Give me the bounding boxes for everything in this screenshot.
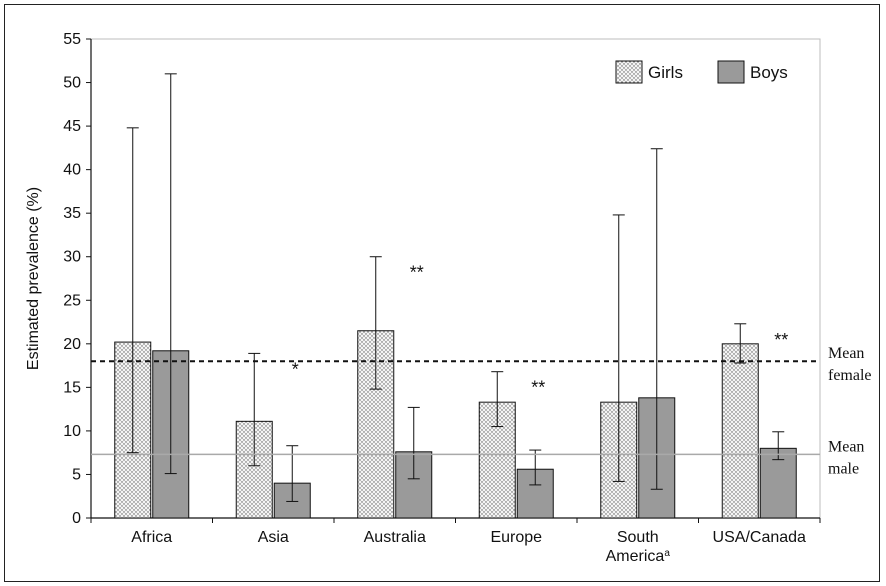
x-category-label: USA/Canada <box>713 529 806 546</box>
y-tick-label: 15 <box>63 379 81 396</box>
y-tick-label: 5 <box>72 466 81 483</box>
y-tick-label: 50 <box>63 75 81 92</box>
x-category-label: Africa <box>131 529 172 546</box>
legend-swatch-boys <box>717 60 745 84</box>
chart-frame: 0 5 10 15 20 25 30 35 40 45 50 55 Estimated prevalen… <box>4 4 880 582</box>
y-tick-label: 0 <box>72 510 81 527</box>
x-category-label: Europe <box>490 529 542 546</box>
significance-marker: ** <box>410 263 424 283</box>
category-footnote-marker: a <box>664 548 670 559</box>
significance-marker: ** <box>774 330 788 350</box>
legend-swatch-girls <box>615 60 643 84</box>
y-tick-label: 20 <box>63 336 81 353</box>
reference-line-label: female <box>828 367 872 384</box>
girls-bar <box>721 343 759 519</box>
legend-label-boys: Boys <box>750 63 788 82</box>
legend-label-girls: Girls <box>648 63 683 82</box>
y-tick-label: 30 <box>63 249 81 266</box>
x-category-label: Asia <box>258 529 289 546</box>
prevalence-chart: 0 5 10 15 20 25 30 35 40 45 50 55 Estimated prevalen… <box>25 31 872 566</box>
x-category-label: Australia <box>364 529 426 546</box>
y-tick-label: 35 <box>63 205 81 222</box>
significance-marker: * <box>292 359 299 379</box>
y-axis-label: Estimated prevalence (%) <box>25 187 42 370</box>
y-tick-label: 25 <box>63 292 81 309</box>
reference-line-label: Mean <box>828 345 864 362</box>
y-tick-label: 10 <box>63 423 81 440</box>
y-tick-label: 40 <box>63 162 81 179</box>
plot-area <box>90 38 821 519</box>
y-tick-label: 45 <box>63 118 81 135</box>
reference-line-label: male <box>828 460 859 477</box>
significance-marker: ** <box>531 378 545 398</box>
reference-line-label: Mean <box>828 438 864 455</box>
y-tick-label: 55 <box>63 31 81 48</box>
x-category-label: South <box>617 529 659 546</box>
x-category-label: Americaa <box>606 548 671 566</box>
